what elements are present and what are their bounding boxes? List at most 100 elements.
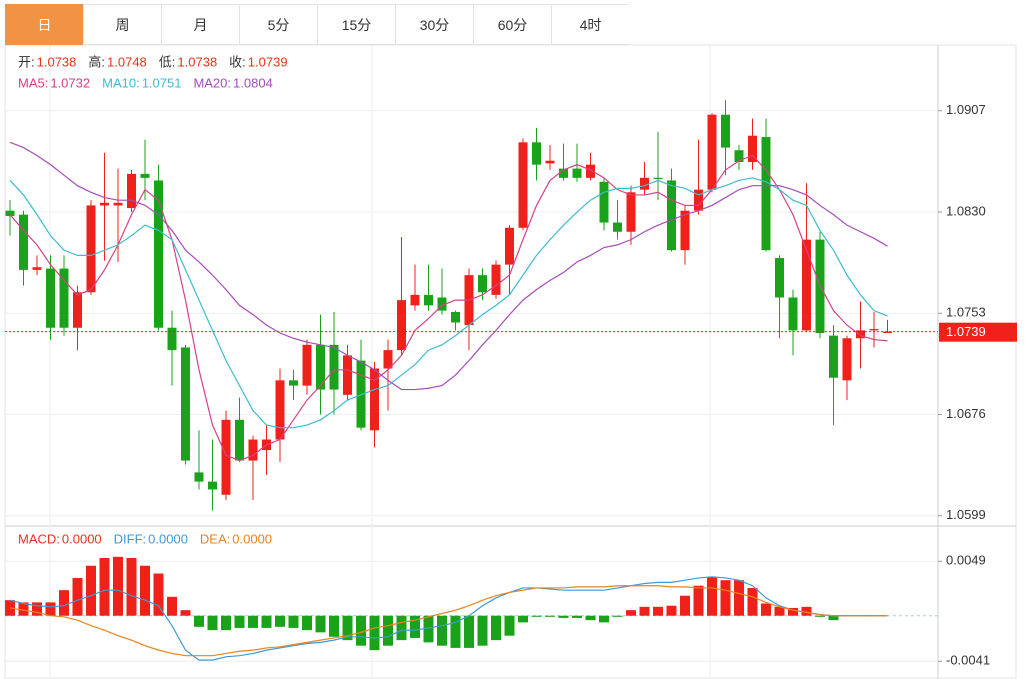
macd-bar: [99, 557, 110, 616]
legend-text: 1.0804: [233, 75, 273, 90]
candle-body: [559, 168, 568, 178]
macd-bar: [180, 610, 191, 616]
candle-body: [599, 181, 609, 223]
legend-text: 1.0748: [107, 54, 147, 69]
macd-bar: [221, 615, 231, 631]
candle-body: [842, 338, 852, 381]
y-tick-label: 1.0599: [946, 507, 986, 522]
candle-body: [680, 210, 690, 251]
candle-body: [302, 344, 312, 386]
macd-bar: [315, 615, 326, 633]
legend-text: 1.0738: [177, 54, 217, 69]
macd-bar: [342, 615, 353, 641]
candle-body: [397, 300, 406, 351]
y-tick-label: -0.0041: [946, 653, 990, 668]
macd-bar: [788, 607, 798, 616]
candle-body: [586, 164, 595, 178]
candle-body: [19, 214, 28, 270]
candle-body: [208, 481, 217, 490]
macd-bar: [599, 615, 609, 623]
macd-bar: [450, 615, 461, 648]
candle-body: [478, 275, 487, 293]
macd-bar: [626, 610, 636, 616]
last-price-box: [939, 322, 1017, 342]
candle-body: [59, 268, 69, 328]
tab[interactable]: 5分: [239, 4, 317, 45]
legend-text: MA10:: [102, 75, 140, 90]
candle-body: [653, 177, 663, 180]
legend-text: 高:: [88, 54, 105, 69]
macd-bar: [639, 606, 650, 616]
macd-bar: [761, 603, 771, 616]
macd-bar: [612, 615, 623, 617]
macd-bar: [86, 565, 96, 616]
tab[interactable]: 4时: [551, 4, 629, 45]
legend-text: MA5:: [18, 75, 48, 90]
candle-body: [829, 335, 838, 378]
candle-body: [356, 360, 366, 428]
candle-body: [775, 258, 784, 298]
macd-bar: [815, 615, 825, 617]
macd-bar: [234, 615, 245, 628]
legend-text: 收:: [229, 54, 246, 69]
candle-body: [140, 173, 150, 178]
macd-bar: [410, 615, 420, 638]
last-price-label: 1.0739: [946, 324, 986, 339]
macd-bar: [153, 573, 164, 616]
macd-bar: [437, 615, 447, 646]
candle-body: [667, 180, 676, 251]
macd-bar: [369, 615, 380, 651]
tab[interactable]: 月: [161, 4, 239, 45]
y-tick-label: 1.0753: [946, 305, 986, 320]
candle-body: [5, 210, 15, 216]
legend-text: DEA:: [200, 531, 230, 546]
macd-bar: [423, 615, 434, 643]
macd-bar: [707, 576, 717, 616]
macd-bar: [531, 615, 542, 617]
candle-body: [113, 202, 123, 206]
candle-body: [289, 380, 298, 386]
legend-text: MACD:: [18, 531, 60, 546]
candle-body: [518, 142, 528, 228]
candle-body: [491, 264, 501, 295]
tab[interactable]: 60分: [473, 4, 551, 45]
macd-bar: [275, 615, 285, 627]
macd-bar: [545, 615, 555, 617]
candle-body: [505, 227, 514, 265]
candle-body: [410, 294, 420, 306]
macd-bar: [747, 587, 758, 616]
candle-body: [640, 177, 649, 190]
candle-body: [437, 297, 447, 311]
tab[interactable]: 周: [83, 4, 161, 45]
candle-body: [329, 344, 339, 390]
candle-body: [370, 368, 379, 431]
candle-body: [154, 180, 163, 328]
candle-body: [181, 347, 190, 461]
macd-bar: [207, 615, 218, 631]
candle-body: [275, 380, 285, 440]
macd-bar: [194, 615, 204, 627]
macd-bar: [396, 615, 407, 641]
macd-bar: [261, 615, 272, 628]
tab[interactable]: 日: [5, 4, 83, 45]
candle-body: [451, 311, 460, 323]
candle-body: [316, 344, 325, 390]
legend-text: 0.0000: [62, 531, 102, 546]
macd-bar: [140, 565, 150, 616]
y-tick-label: 0.0049: [946, 553, 986, 568]
candle-body: [32, 267, 42, 270]
tab[interactable]: 15分: [317, 4, 395, 45]
macd-bar: [504, 615, 515, 636]
candle-body: [532, 142, 541, 165]
tab[interactable]: 30分: [395, 4, 473, 45]
candle-body: [46, 268, 55, 328]
legend-text: 0.0000: [232, 531, 272, 546]
legend-text: 1.0739: [248, 54, 288, 69]
macd-bar: [72, 577, 83, 616]
candle-body: [748, 135, 757, 163]
macd-bar: [167, 596, 177, 616]
macd-bar: [329, 615, 339, 637]
macd-bar: [356, 615, 366, 646]
frame: [4, 44, 1017, 679]
